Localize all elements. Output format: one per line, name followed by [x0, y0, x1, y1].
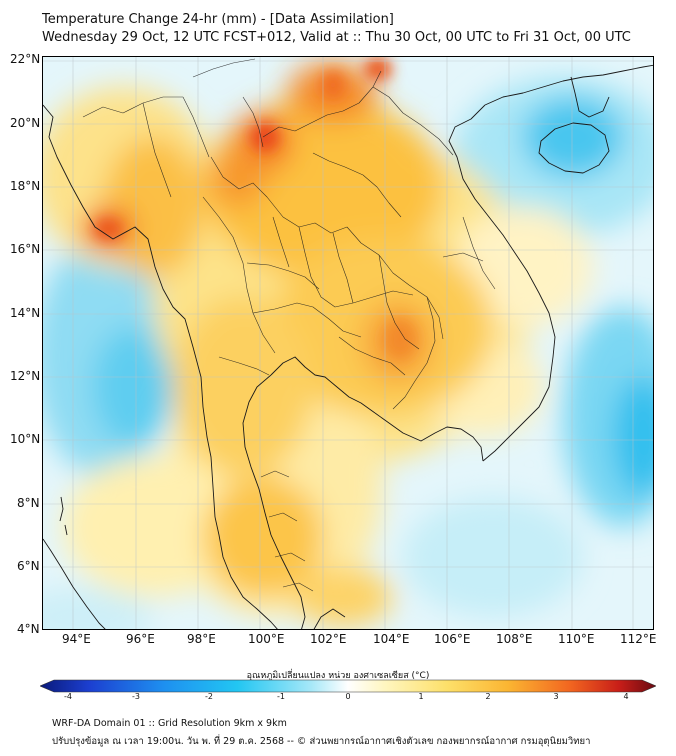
boundaries: [82, 58, 496, 592]
footer-domain: WRF-DA Domain 01 :: Grid Resolution 9km …: [52, 718, 287, 729]
lon-label-110: 110°E: [558, 632, 595, 646]
map-canvas: [43, 57, 653, 629]
lon-label-104: 104°E: [373, 632, 410, 646]
colorbar-label-3: 3: [553, 692, 559, 701]
colorbar: [40, 679, 656, 693]
lat-label-16: 16°N: [10, 242, 41, 256]
colorbar-label-neg3: -3: [132, 692, 140, 701]
coastlines: [43, 64, 653, 629]
lat-label-20: 20°N: [10, 116, 41, 130]
colorbar-label-neg1: -1: [277, 692, 285, 701]
lat-label-10: 10°N: [10, 432, 41, 446]
colorbar-label-1: 1: [418, 692, 424, 701]
hot-cores: [94, 57, 416, 359]
lon-label-100: 100°E: [248, 632, 285, 646]
lat-label-4: 4°N: [17, 622, 40, 636]
lon-label-98: 98°E: [187, 632, 216, 646]
temperature-change-map[interactable]: [42, 56, 654, 630]
colorbar-label-neg4: -4: [64, 692, 72, 701]
colorbar-title: อุณหภูมิเปลี่ยนแปลง หน่วย องศาเซลเซียส (…: [246, 671, 430, 681]
lat-label-6: 6°N: [17, 559, 40, 573]
footer-credit: ปรับปรุงข้อมูล ณ เวลา 19:00น. วัน พ. ที่…: [52, 736, 591, 747]
colorbar-label-neg2: -2: [205, 692, 213, 701]
colorbar-label-4: 4: [623, 692, 629, 701]
map-subtitle: Wednesday 29 Oct, 12 UTC FCST+012, Valid…: [42, 30, 631, 45]
lon-label-96: 96°E: [126, 632, 155, 646]
colorbar-label-2: 2: [485, 692, 491, 701]
lat-label-12: 12°N: [10, 369, 41, 383]
lat-label-14: 14°N: [10, 306, 41, 320]
lon-label-112: 112°E: [620, 632, 657, 646]
lon-label-102: 102°E: [310, 632, 347, 646]
graticule: [43, 57, 653, 629]
lat-label-8: 8°N: [17, 496, 40, 510]
colorbar-label-0: 0: [345, 692, 351, 701]
lat-label-22: 22°N: [10, 52, 41, 66]
lat-label-18: 18°N: [10, 179, 41, 193]
map-title: Temperature Change 24-hr (mm) - [Data As…: [42, 12, 394, 27]
lon-label-108: 108°E: [496, 632, 533, 646]
lon-label-94: 94°E: [62, 632, 91, 646]
lon-label-106: 106°E: [434, 632, 471, 646]
